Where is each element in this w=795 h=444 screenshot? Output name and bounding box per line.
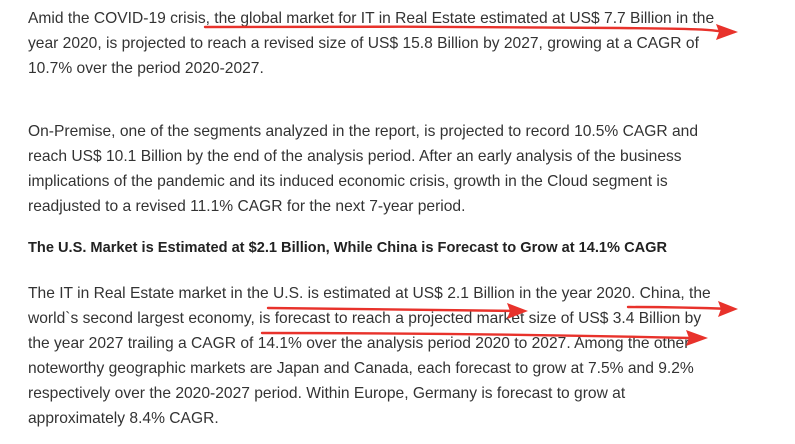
text-line: 10.7% over the period 2020-2027. <box>28 60 264 77</box>
text-line: reach US$ 10.1 Billion by the end of the… <box>28 148 682 165</box>
text-line: the year 2027 trailing a CAGR of 14.1% o… <box>28 335 690 352</box>
text-line: year 2020, is projected to reach a revis… <box>28 35 699 52</box>
text-line: readjusted to a revised 11.1% CAGR for t… <box>28 198 466 215</box>
text-line: Amid the COVID-19 crisis, the global mar… <box>28 10 715 27</box>
text-line: implications of the pandemic and its ind… <box>28 173 668 190</box>
text-line: world`s second largest economy, is forec… <box>28 310 702 327</box>
paragraph-on-premise-segment: On-Premise, one of the segments analyzed… <box>28 119 708 219</box>
text-line: approximately 8.4% CAGR. <box>28 410 219 427</box>
text-line: The IT in Real Estate market in the U.S.… <box>28 285 711 302</box>
paragraph-us-china-market: The IT in Real Estate market in the U.S.… <box>28 281 711 431</box>
article-body: Amid the COVID-19 crisis, the global mar… <box>28 6 715 431</box>
text-line: respectively over the 2020-2027 period. … <box>28 385 626 402</box>
text-line: On-Premise, one of the segments analyzed… <box>28 123 699 140</box>
text-line: noteworthy geographic markets are Japan … <box>28 360 694 377</box>
paragraph-global-market: Amid the COVID-19 crisis, the global mar… <box>28 6 715 81</box>
section-heading: The U.S. Market is Estimated at $2.1 Bil… <box>28 240 668 256</box>
